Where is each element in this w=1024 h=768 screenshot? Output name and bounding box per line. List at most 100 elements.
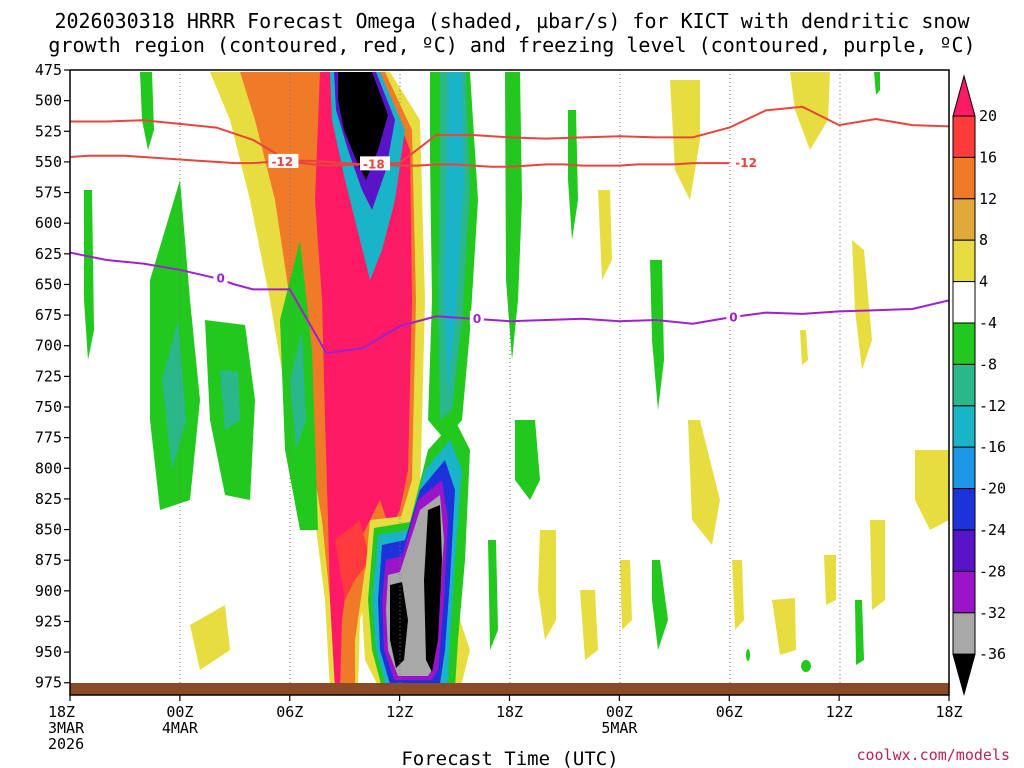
- colorbar-swatch: [952, 74, 976, 117]
- omega-field-yellow-patch-5: [852, 240, 872, 370]
- contour-line--18: [70, 105, 949, 167]
- omega-field-lower-core-1: [390, 582, 408, 668]
- colorbar-swatch: [952, 322, 976, 365]
- y-tick-label: 975: [35, 674, 62, 692]
- omega-field-green-band-12: [855, 600, 864, 665]
- colorbar-label: -28: [979, 562, 1006, 580]
- y-tick-label: 700: [35, 337, 62, 355]
- omega-field-green-band-2: [84, 190, 94, 360]
- colorbar-swatch: [952, 446, 976, 490]
- y-axis: 475 500 525 550 575 600 625 650 675 700 725 750 775 8…: [35, 61, 70, 692]
- colorbar-swatch: [952, 156, 976, 200]
- omega-field-yellow-patch-15: [824, 555, 836, 605]
- contour-label--12: -12: [735, 156, 757, 170]
- y-tick-label: 850: [35, 521, 62, 539]
- omega-field-yellow-patch-6: [915, 450, 949, 530]
- omega-field-green-band-8: [568, 110, 578, 240]
- omega-field-yellow-patch-11: [580, 590, 598, 660]
- contour-label-0: 0: [729, 311, 737, 325]
- y-tick-label: 775: [35, 429, 62, 447]
- x-tick-label: 18Z: [935, 703, 962, 721]
- contour-label--18: -18: [363, 157, 385, 171]
- colorbar-label: -20: [979, 480, 1006, 498]
- colorbar-label: -24: [979, 521, 1006, 539]
- contour-label-bg: [213, 270, 228, 285]
- colorbar-swatch: [952, 198, 976, 241]
- y-tick-label: 950: [35, 643, 62, 661]
- omega-field-green-band-1: [140, 72, 154, 150]
- colorbar-swatch: [952, 488, 976, 531]
- x-axis-title: Forecast Time (UTC): [401, 748, 618, 768]
- y-tick-label: 625: [35, 245, 62, 263]
- omega-field-green-band-13: [874, 72, 880, 95]
- colorbar-swatch: [952, 570, 976, 614]
- x-tick-label: 00Z: [606, 703, 633, 721]
- colorbar-label: 8: [979, 231, 988, 249]
- omega-field-inner-red: [335, 520, 370, 600]
- omega-field-yellow-patch-1: [670, 80, 700, 200]
- colorbar-label: 4: [979, 273, 988, 291]
- contour-label-bg: [726, 309, 741, 324]
- colorbar-label: -4: [979, 314, 997, 332]
- chart-title: 2026030318 HRRR Forecast Omega (shaded, …: [48, 9, 975, 57]
- omega-field-yellow-patch-10: [870, 520, 885, 610]
- omega-field-teal-band-3: [162, 320, 186, 470]
- x-tick-label: 06Z: [276, 703, 303, 721]
- omega-field-green-band-6: [505, 72, 522, 360]
- contour-label--12: -12: [271, 155, 293, 169]
- omega-field-yellow-patch-13: [800, 330, 808, 365]
- omega-field-green-band-9: [650, 260, 664, 410]
- credit-text: coolwx.com/models: [856, 746, 1010, 764]
- colorbar-label: 20: [979, 107, 997, 125]
- x-tick-label: 18Z: [48, 703, 75, 721]
- omega-field-yellow-patch-3: [598, 190, 612, 280]
- surface-terrain: [70, 683, 949, 695]
- x-tick-label: 12Z: [386, 703, 413, 721]
- omega-field-green-dot-2: [746, 649, 750, 661]
- colorbar-swatch: [952, 529, 976, 572]
- contour-label-0: 0: [473, 312, 481, 326]
- omega-field-yellow-patch-4: [688, 420, 720, 545]
- y-tick-label: 575: [35, 184, 62, 202]
- colorbar: 20 16 12 8 4 -4 -8 -12 -16 -20 -24 -28 -32 -36: [952, 74, 1006, 697]
- colorbar-swatch: [952, 281, 976, 324]
- omega-field-yellow-patch-12: [732, 560, 744, 630]
- omega-field-yellow-patch-8: [772, 598, 796, 655]
- omega-field-yellow-patch-7: [538, 530, 556, 640]
- omega-field-yellow-patch-14: [620, 560, 632, 630]
- x-tick-label: 2026: [48, 735, 84, 753]
- contour-label-bg: [360, 156, 390, 171]
- colorbar-swatch: [952, 653, 976, 697]
- x-tick-label: 3MAR: [48, 719, 85, 737]
- x-tick-label: 4MAR: [162, 719, 199, 737]
- x-tick-label: 5MAR: [601, 719, 638, 737]
- y-tick-label: 600: [35, 214, 62, 232]
- y-tick-label: 825: [35, 490, 62, 508]
- omega-field-green-band-7: [515, 420, 540, 500]
- y-tick-label: 875: [35, 551, 62, 569]
- contour-label-bg: [732, 155, 763, 170]
- y-tick-label: 525: [35, 122, 62, 140]
- y-tick-label: 675: [35, 306, 62, 324]
- chart-title-line-2: growth region (contoured, red, ºC) and f…: [48, 33, 975, 57]
- omega-field-lower-core-2: [424, 505, 442, 672]
- x-tick-label: 06Z: [716, 703, 743, 721]
- colorbar-swatch: [952, 115, 976, 158]
- y-tick-label: 900: [35, 582, 62, 600]
- y-tick-label: 475: [35, 61, 62, 79]
- x-tick-label: 12Z: [826, 703, 853, 721]
- omega-field-negative-upper-core: [338, 72, 388, 180]
- contour-label-bg: [268, 153, 299, 168]
- colorbar-label: -32: [979, 604, 1006, 622]
- y-tick-label: 550: [35, 153, 62, 171]
- colorbar-swatch: [952, 239, 976, 283]
- contour-label-0: 0: [217, 271, 225, 285]
- contour-line--12: [70, 154, 730, 168]
- omega-field-green-band-11: [488, 540, 498, 650]
- y-tick-label: 725: [35, 367, 62, 385]
- x-tick-label: 18Z: [496, 703, 523, 721]
- omega-field-green-dot-1: [801, 660, 811, 672]
- colorbar-label: 12: [979, 190, 997, 208]
- contour-label-bg: [469, 310, 484, 325]
